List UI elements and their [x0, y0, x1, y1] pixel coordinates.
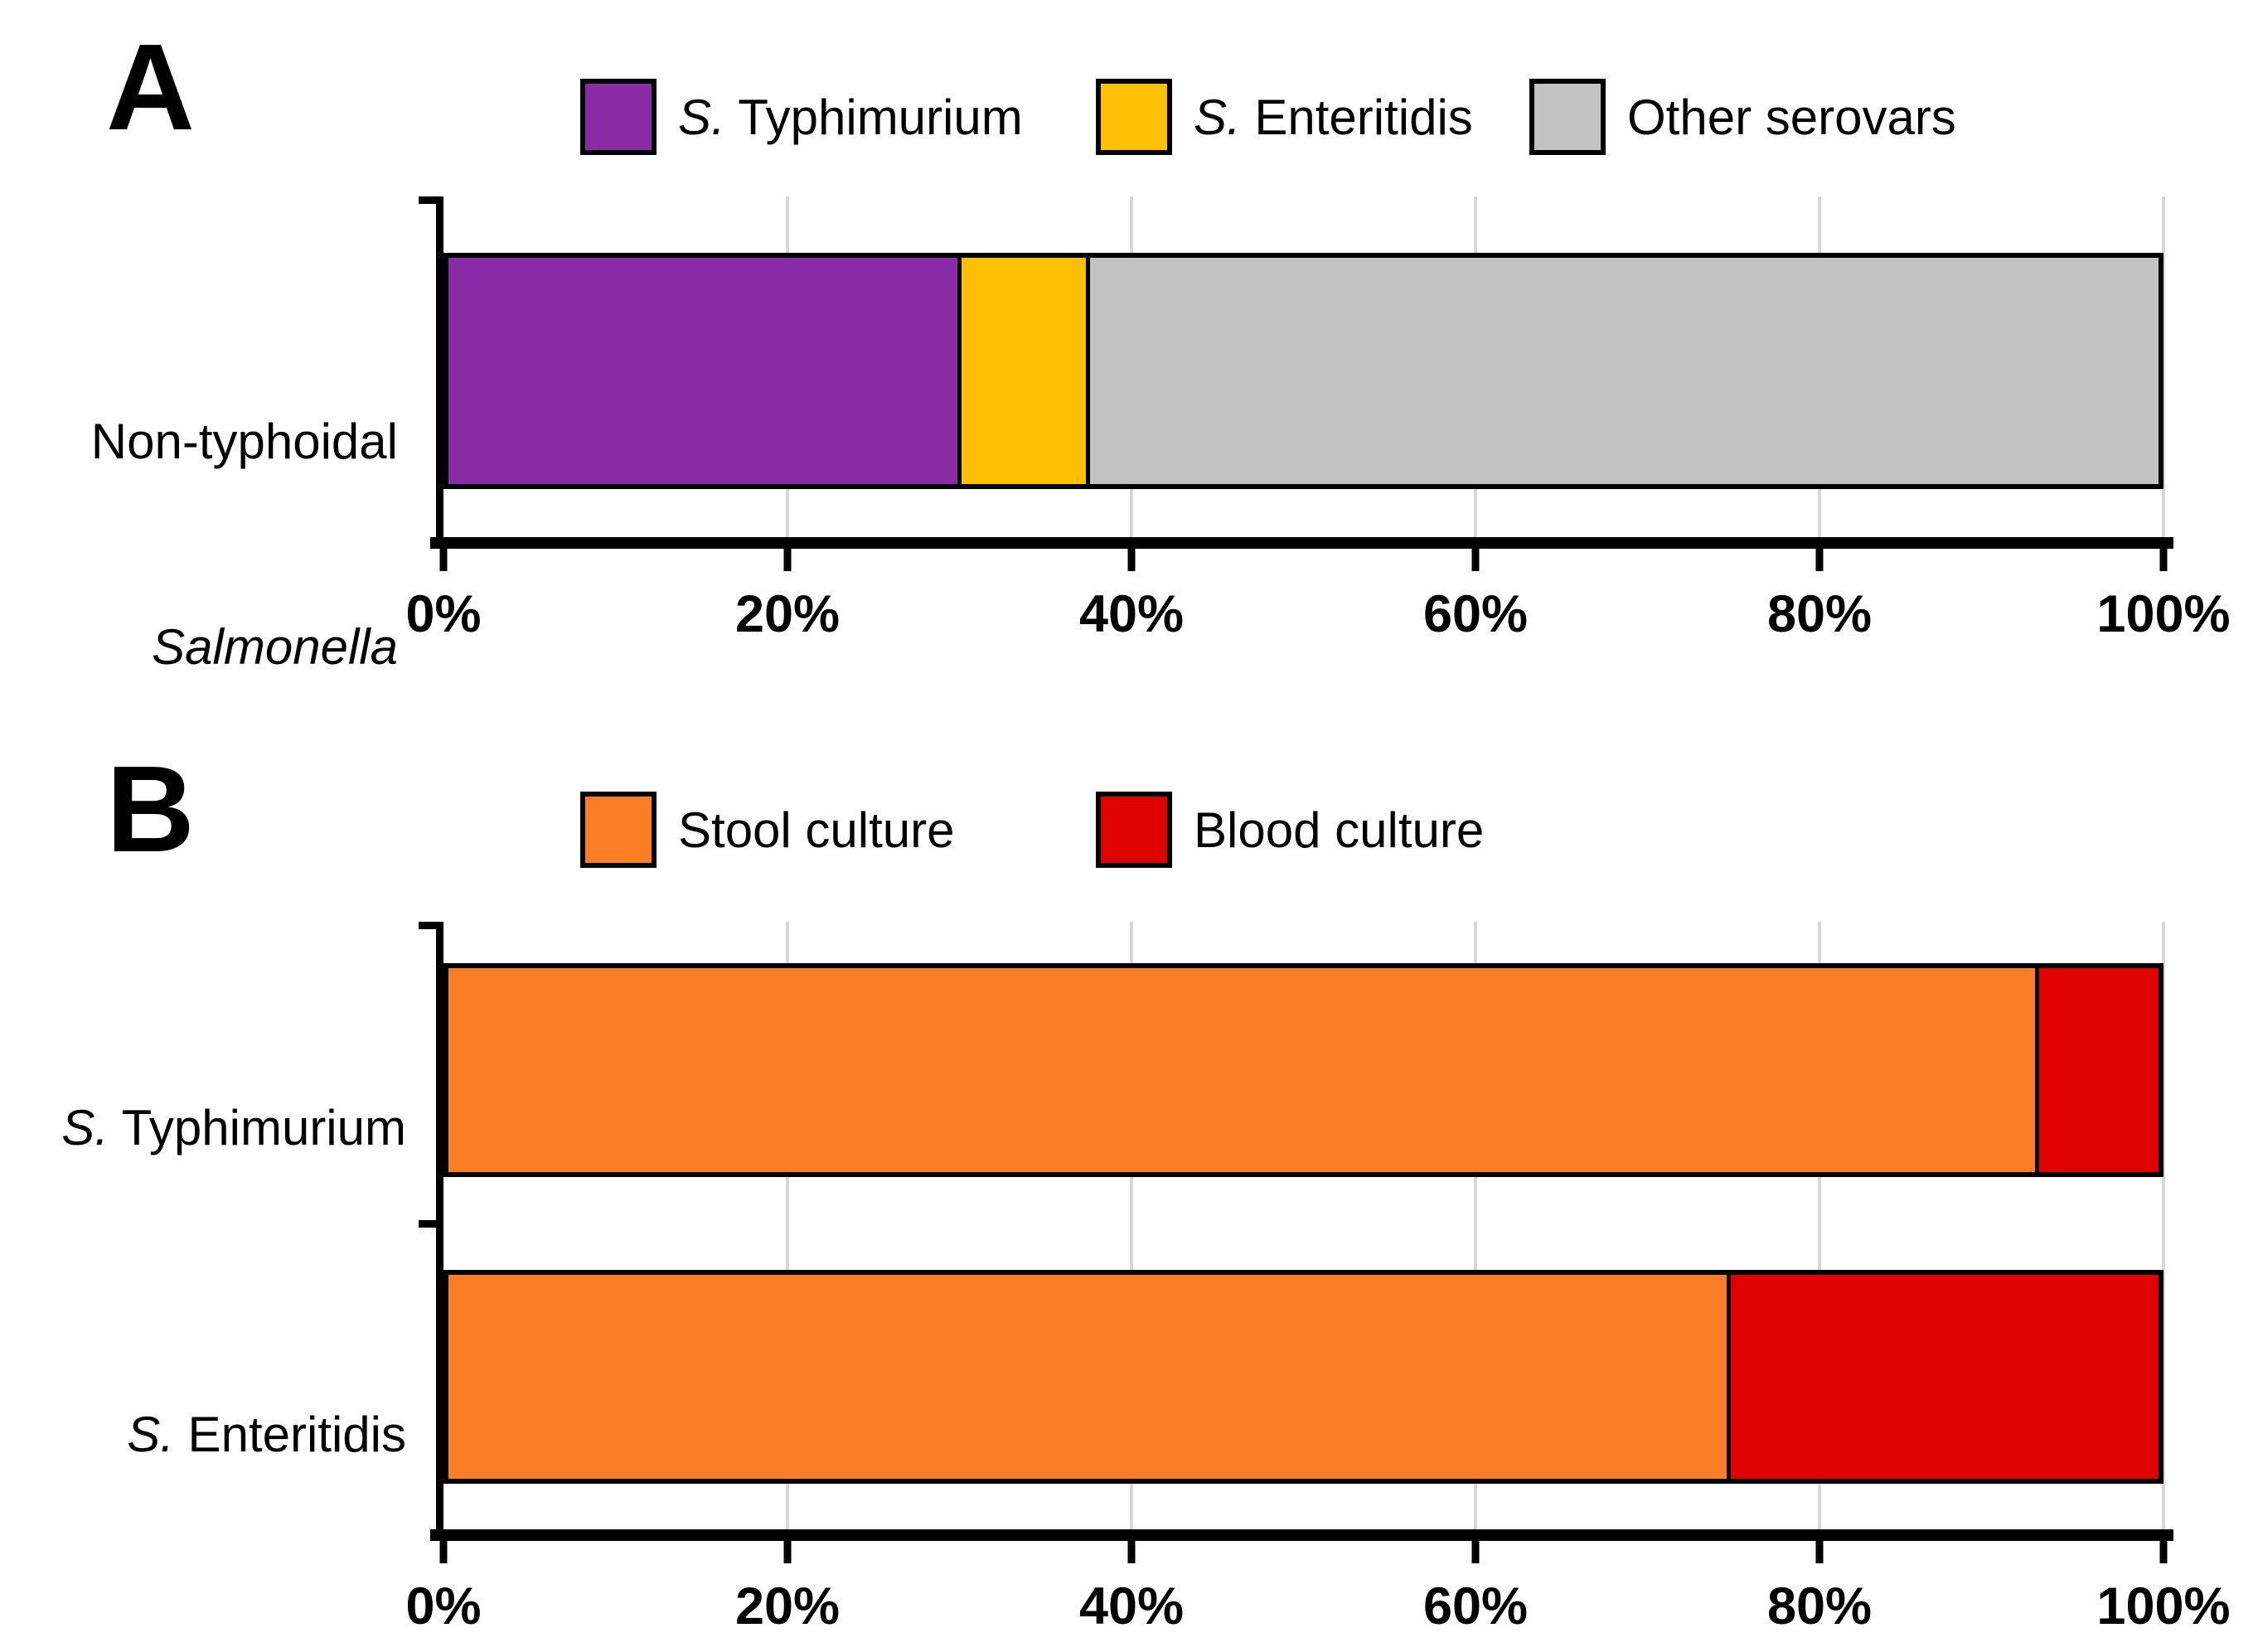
legend-swatch-s-typhimurium: [580, 79, 657, 155]
x-tick-label-80: 80%: [1766, 584, 1873, 643]
legend-swatch-s-enteritidis: [1096, 79, 1172, 155]
x-tick-40: [1127, 1541, 1136, 1563]
x-tick-100: [2159, 1541, 2168, 1563]
gridline-40: [1130, 922, 1133, 1535]
segment-blood-culture: [2038, 968, 2159, 1172]
segment-stool-culture: [448, 1275, 1732, 1479]
x-tick-20: [783, 1541, 792, 1563]
panel-b-letter: B: [106, 741, 195, 878]
legend-item-s-typhimurium: S. Typhimurium: [580, 79, 1023, 155]
x-tick-20: [783, 549, 792, 571]
bar-s-typhimurium: [443, 963, 2164, 1177]
category-label-s-typhimurium: S. Typhimurium: [61, 1100, 406, 1155]
x-tick-80: [1815, 549, 1824, 571]
bar-s-enteritidis: [443, 1270, 2164, 1484]
segment-s-enteritidis: [961, 258, 1090, 484]
legend-label-s-enteritidis: S. Enteritidis: [1194, 89, 1473, 145]
legend-label-blood-culture: Blood culture: [1194, 802, 1485, 858]
x-tick-label-100: 100%: [2096, 1577, 2231, 1635]
segment-stool-culture: [448, 968, 2039, 1172]
x-tick-80: [1815, 1541, 1824, 1563]
legend-item-s-enteritidis: S. Enteritidis: [1096, 79, 1473, 155]
y-axis-category-tick: [419, 196, 437, 204]
panel-a-letter: A: [106, 19, 195, 156]
x-tick-label-40: 40%: [1078, 584, 1185, 643]
x-tick-label-0: 0%: [405, 584, 482, 643]
x-tick-label-80: 80%: [1766, 1577, 1873, 1635]
x-tick-label-60: 60%: [1422, 584, 1529, 643]
legend-label-s-typhimurium: S. Typhimurium: [678, 89, 1023, 145]
x-tick-label-60: 60%: [1422, 1577, 1529, 1635]
category-label-s-enteritidis: S. Enteritidis: [127, 1407, 406, 1462]
category-label-non-typhoidal-salmonella: Non-typhoidal Salmonella: [90, 414, 398, 675]
x-tick-60: [1471, 549, 1480, 571]
legend-item-blood-culture: Blood culture: [1096, 792, 1484, 868]
legend-item-stool-culture: Stool culture: [580, 792, 955, 868]
segment-s-typhimurium: [448, 258, 962, 484]
y-axis-panel-a: [436, 196, 443, 549]
x-tick-label-20: 20%: [734, 1577, 841, 1635]
y-axis-panel-b: [436, 922, 443, 1541]
gridline-60: [1474, 922, 1477, 1535]
legend-swatch-stool-culture: [580, 792, 657, 868]
legend-label-other-serovars: Other serovars: [1627, 89, 1956, 145]
legend-swatch-other-serovars: [1529, 79, 1606, 155]
x-axis-panel-a: [430, 537, 2173, 549]
x-tick-label-20: 20%: [734, 584, 841, 643]
x-tick-60: [1471, 1541, 1480, 1563]
x-tick-0: [439, 1541, 448, 1563]
x-tick-label-100: 100%: [2096, 584, 2231, 643]
segment-blood-culture: [1731, 1275, 2159, 1479]
x-tick-label-0: 0%: [405, 1577, 482, 1635]
plot-area-panel-b: 0% 20% 40% 60% 80% 100%: [405, 922, 2231, 1635]
gridline-20: [786, 922, 789, 1535]
x-tick-40: [1127, 549, 1136, 571]
bar-non-typhoidal-salmonella: [443, 253, 2164, 489]
gridline-80: [1818, 922, 1821, 1535]
legend-item-other-serovars: Other serovars: [1529, 79, 1956, 155]
y-axis-category-tick-1: [419, 922, 437, 929]
gridline-100: [2162, 922, 2165, 1535]
plot-area-panel-a: 0% 20% 40% 60% 80% 100%: [405, 196, 2231, 643]
x-tick-0: [439, 549, 448, 571]
x-tick-label-40: 40%: [1078, 1577, 1185, 1635]
y-axis-category-tick-2: [419, 1220, 437, 1228]
gridline-100: [2162, 196, 2165, 543]
legend-swatch-blood-culture: [1096, 792, 1172, 868]
x-tick-100: [2159, 549, 2168, 571]
x-axis-panel-b: [430, 1529, 2173, 1541]
legend-label-stool-culture: Stool culture: [678, 802, 955, 858]
segment-other-serovars: [1089, 258, 2159, 484]
